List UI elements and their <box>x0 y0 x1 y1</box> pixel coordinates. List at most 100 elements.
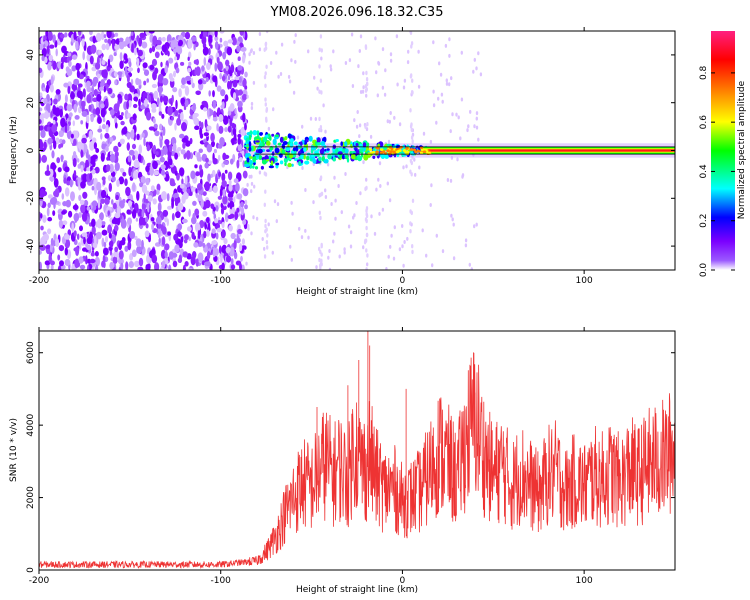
heatmap-cell <box>71 83 76 91</box>
heatmap-cell <box>234 211 239 221</box>
heatmap-cell <box>52 210 56 217</box>
heatmap-cell <box>365 177 368 182</box>
heatmap-cell <box>256 135 260 140</box>
heatmap-cell <box>64 247 69 256</box>
heatmap-cell <box>411 198 415 203</box>
heatmap-cell <box>161 169 165 176</box>
heatmap-cell <box>39 250 42 255</box>
heatmap-cell <box>306 155 310 161</box>
heatmap-cell <box>118 176 125 185</box>
heatmap-cell <box>147 195 153 202</box>
heatmap-cell <box>208 38 213 43</box>
heatmap-cell <box>121 112 124 116</box>
y-tick-label: -40 <box>26 238 36 253</box>
heatmap-cell <box>67 52 72 57</box>
heatmap-cell <box>296 135 300 140</box>
heatmap-cell <box>70 91 75 100</box>
heatmap-cell <box>407 49 410 54</box>
heatmap-cell <box>320 258 323 263</box>
heatmap-cell <box>362 146 367 152</box>
heatmap-cell <box>248 156 253 159</box>
heatmap-cell <box>164 243 170 251</box>
heatmap-cell <box>40 213 43 219</box>
heatmap-cell <box>112 256 118 265</box>
heatmap-cell <box>180 61 185 66</box>
heatmap-cell <box>72 204 79 211</box>
heatmap-cell <box>152 144 157 155</box>
heatmap-cell <box>248 174 251 179</box>
heatmap-cell <box>305 138 309 143</box>
heatmap-cell <box>199 133 204 139</box>
heatmap-cell <box>140 105 146 110</box>
heatmap-cell <box>45 84 50 93</box>
heatmap-cell <box>365 267 368 270</box>
heatmap-cell <box>320 48 323 53</box>
heatmap-cell <box>82 143 88 154</box>
heatmap-cell <box>159 87 162 98</box>
heatmap-cell <box>180 84 186 89</box>
heatmap-cell <box>177 202 184 211</box>
heatmap-cell <box>95 62 101 70</box>
heatmap-cell <box>403 240 406 244</box>
heatmap-cell <box>326 162 330 167</box>
heatmap-cell <box>158 111 163 116</box>
heatmap-cell <box>264 189 267 194</box>
heatmap-cell <box>204 162 209 169</box>
y-tick-label: 40 <box>26 49 36 61</box>
heatmap-cell <box>133 47 137 56</box>
heatmap-cell <box>217 61 223 71</box>
heatmap-cell <box>92 35 96 44</box>
heatmap-cell <box>107 87 113 95</box>
heatmap-cell <box>264 83 267 89</box>
heatmap-cell <box>284 136 288 141</box>
heatmap-cell <box>46 126 50 132</box>
heatmap-cell <box>309 158 313 161</box>
heatmap-cell <box>265 116 268 122</box>
heatmap-cell <box>292 147 296 152</box>
heatmap-cell <box>161 113 165 119</box>
heatmap-cell <box>279 160 284 165</box>
heatmap-cell <box>105 124 109 133</box>
heatmap-cell <box>307 49 310 54</box>
heatmap-cell <box>50 237 54 246</box>
heatmap-cell <box>95 107 101 116</box>
heatmap-cell <box>82 88 86 98</box>
heatmap-cell <box>132 154 136 161</box>
heatmap-cell <box>227 171 233 181</box>
heatmap-cell <box>224 212 229 223</box>
heatmap-cell <box>97 198 101 209</box>
heatmap-cell <box>231 138 235 146</box>
heatmap-cell <box>151 83 157 89</box>
heatmap-cell <box>126 100 129 110</box>
heatmap-cell <box>244 163 250 168</box>
heatmap-cell <box>343 247 346 252</box>
heatmap-cell <box>138 216 144 226</box>
heatmap-cell <box>240 206 245 216</box>
heatmap-cell <box>155 216 162 225</box>
heatmap-cell <box>250 231 253 236</box>
heatmap-cell <box>46 44 50 55</box>
heatmap-cell <box>329 67 333 72</box>
heatmap-cell <box>440 92 444 97</box>
heatmap-cell <box>128 261 134 268</box>
heatmap-cell <box>409 169 412 174</box>
heatmap-cell <box>449 178 453 183</box>
heatmap-cell <box>119 60 124 69</box>
heatmap-cell <box>201 35 207 45</box>
heatmap-cell <box>216 85 222 92</box>
heatmap-cell <box>192 200 197 206</box>
heatmap-cell <box>214 31 218 38</box>
heatmap-cell <box>152 71 157 81</box>
heatmap-cell <box>135 217 139 222</box>
heatmap-cell <box>200 198 204 209</box>
heatmap-cell <box>90 114 94 123</box>
heatmap-cell <box>314 117 317 121</box>
heatmap-cell <box>114 224 119 232</box>
heatmap-cell <box>265 64 268 70</box>
heatmap-cell <box>187 39 193 49</box>
heatmap-cell <box>137 49 143 57</box>
heatmap-cell <box>206 62 211 70</box>
heatmap-cell <box>100 107 106 118</box>
heatmap-cell <box>264 41 268 46</box>
heatmap-cell <box>411 249 414 255</box>
